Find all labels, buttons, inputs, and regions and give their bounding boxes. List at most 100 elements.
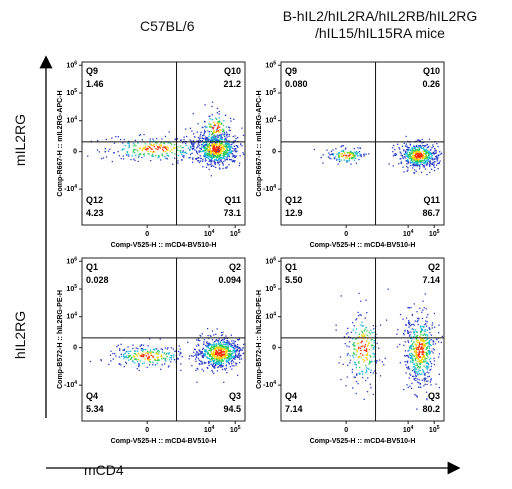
event-point bbox=[395, 153, 398, 155]
event-point bbox=[366, 391, 369, 393]
event-point bbox=[423, 326, 425, 328]
event-point bbox=[425, 362, 428, 365]
event-point bbox=[227, 344, 229, 347]
event-point bbox=[238, 351, 240, 353]
event-point bbox=[107, 150, 110, 152]
event-point bbox=[364, 334, 366, 336]
event-point bbox=[222, 152, 224, 155]
plot-frame bbox=[280, 257, 445, 422]
event-point bbox=[219, 137, 221, 139]
event-point bbox=[414, 350, 416, 353]
event-point bbox=[221, 360, 223, 363]
event-point bbox=[366, 353, 368, 356]
event-point bbox=[410, 306, 412, 309]
event-point bbox=[417, 357, 419, 359]
event-point bbox=[222, 163, 224, 165]
event-point bbox=[150, 352, 152, 354]
event-point bbox=[392, 165, 394, 167]
event-point bbox=[405, 317, 408, 319]
event-point bbox=[225, 356, 227, 358]
event-point bbox=[150, 143, 152, 146]
event-point bbox=[138, 358, 140, 360]
event-point bbox=[161, 351, 163, 353]
event-point bbox=[210, 175, 212, 177]
event-point bbox=[143, 153, 145, 156]
event-point bbox=[207, 146, 209, 148]
event-point bbox=[200, 157, 202, 160]
event-point bbox=[215, 353, 217, 355]
event-point bbox=[205, 142, 207, 144]
event-point bbox=[403, 149, 405, 151]
event-point bbox=[214, 163, 216, 165]
scatter-points bbox=[313, 135, 443, 176]
event-point bbox=[223, 358, 225, 360]
event-point bbox=[157, 359, 159, 361]
event-point bbox=[154, 359, 156, 361]
event-point bbox=[373, 342, 375, 344]
event-point bbox=[226, 342, 229, 345]
event-point bbox=[157, 358, 159, 360]
event-point bbox=[365, 369, 368, 371]
event-point bbox=[136, 150, 139, 152]
event-point bbox=[213, 148, 216, 151]
event-point bbox=[202, 147, 205, 149]
event-point bbox=[374, 360, 376, 362]
event-point bbox=[400, 154, 402, 156]
event-point bbox=[433, 360, 436, 362]
event-point bbox=[217, 161, 220, 163]
event-point bbox=[417, 156, 419, 158]
event-point bbox=[392, 151, 394, 153]
event-point bbox=[209, 355, 211, 357]
event-point bbox=[423, 164, 425, 167]
event-point bbox=[406, 156, 408, 158]
event-point bbox=[204, 160, 206, 162]
event-point bbox=[132, 360, 134, 362]
event-point bbox=[214, 347, 217, 350]
event-point bbox=[212, 153, 214, 155]
event-point bbox=[219, 358, 221, 360]
event-point bbox=[214, 139, 216, 142]
event-point bbox=[191, 365, 193, 367]
event-point bbox=[207, 357, 209, 359]
event-point bbox=[144, 146, 146, 148]
event-point bbox=[181, 151, 184, 154]
event-point bbox=[203, 150, 205, 152]
event-point bbox=[368, 349, 371, 351]
event-point bbox=[167, 149, 169, 152]
event-point bbox=[211, 101, 214, 103]
event-point bbox=[104, 148, 106, 150]
event-point bbox=[161, 348, 163, 351]
event-point bbox=[141, 352, 143, 355]
event-point bbox=[353, 157, 355, 159]
event-point bbox=[200, 351, 203, 353]
event-point bbox=[419, 161, 422, 163]
event-point bbox=[210, 358, 212, 360]
event-point bbox=[417, 162, 419, 164]
event-point bbox=[141, 139, 143, 141]
event-point bbox=[417, 354, 419, 356]
event-point bbox=[222, 147, 225, 150]
event-point bbox=[360, 300, 362, 302]
event-point bbox=[402, 318, 404, 320]
event-point bbox=[208, 347, 210, 350]
event-point bbox=[372, 393, 374, 396]
event-point bbox=[369, 362, 371, 364]
event-point bbox=[406, 165, 408, 168]
event-point bbox=[433, 165, 435, 167]
event-point bbox=[242, 347, 244, 349]
event-point bbox=[211, 150, 213, 152]
event-point bbox=[368, 368, 370, 370]
event-point bbox=[424, 329, 426, 331]
event-point bbox=[146, 147, 149, 150]
event-point bbox=[204, 131, 206, 133]
event-point bbox=[199, 137, 201, 139]
event-point bbox=[217, 136, 219, 139]
x-tick-label: 104 bbox=[403, 229, 414, 238]
event-point bbox=[418, 145, 420, 147]
event-point bbox=[118, 356, 120, 358]
event-point bbox=[209, 335, 211, 337]
event-point bbox=[422, 370, 425, 372]
event-point bbox=[137, 353, 140, 355]
event-point bbox=[139, 354, 141, 356]
event-point bbox=[360, 353, 362, 355]
